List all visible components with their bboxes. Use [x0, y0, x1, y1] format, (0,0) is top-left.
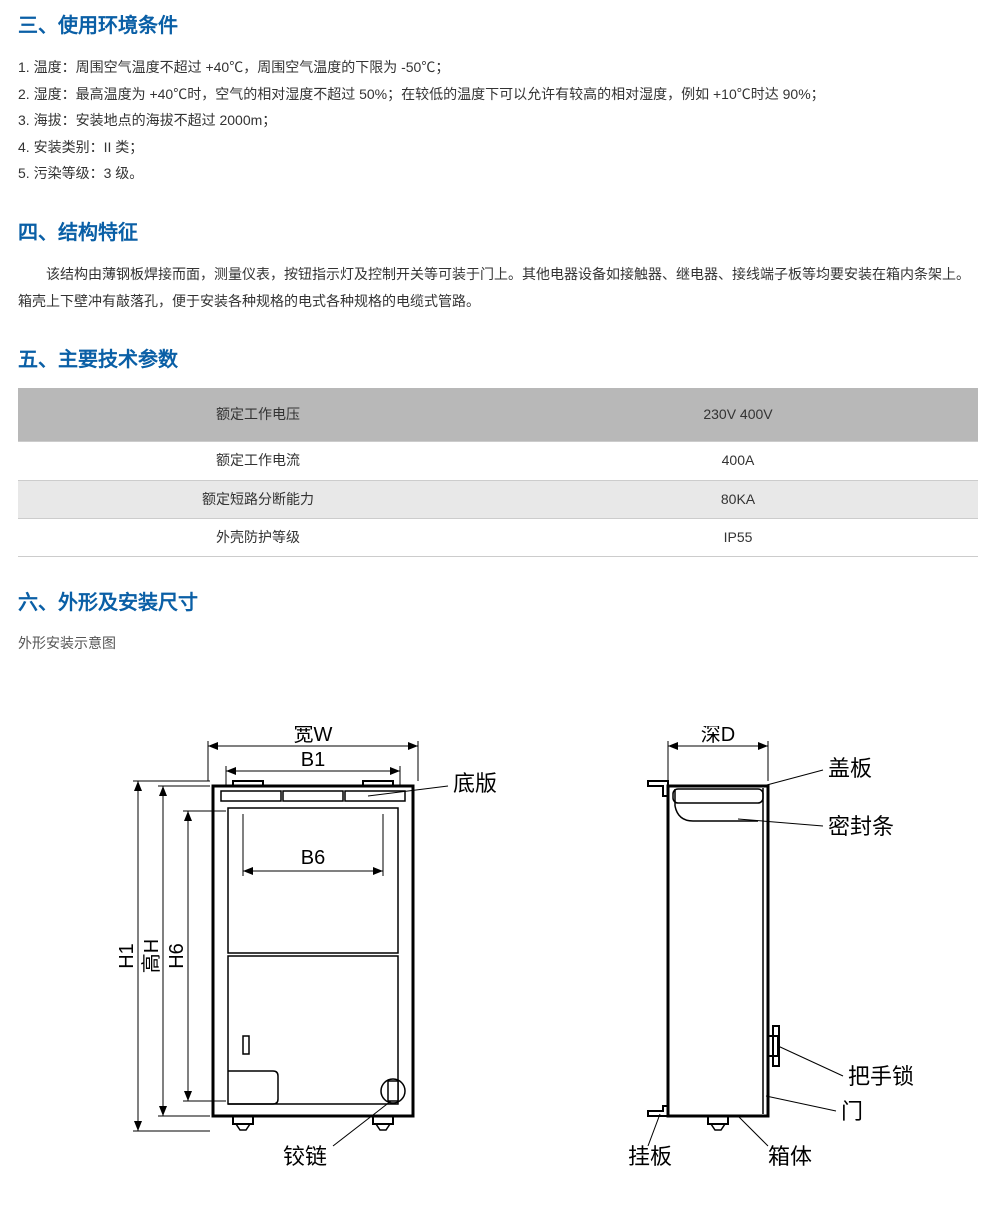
section3-title: 三、使用环境条件 [18, 8, 978, 44]
spec-label: 额定工作电压 [18, 388, 498, 442]
side-view-diagram: 深D 盖板 密封条 [618, 726, 978, 1176]
spec-value: 80KA [498, 480, 978, 518]
env-item-4: 4. 安装类别：II 类； [18, 134, 978, 161]
env-item-3: 3. 海拔：安装地点的海拔不超过 2000m； [18, 107, 978, 134]
spec-value: 400A [498, 442, 978, 480]
section-environment: 三、使用环境条件 1. 温度：周围空气温度不超过 +40℃，周围空气温度的下限为… [18, 8, 978, 187]
label-depth-d: 深D [701, 726, 735, 746]
section-structure: 四、结构特征 该结构由薄钢板焊接而面，测量仪表，按钮指示灯及控制开关等可装于门上… [18, 215, 978, 314]
section6-title: 六、外形及安装尺寸 [18, 585, 978, 621]
label-b6: B6 [301, 847, 325, 869]
spec-label: 外壳防护等级 [18, 518, 498, 556]
label-h1: H1 [118, 943, 138, 969]
label-hanging-plate: 挂板 [628, 1144, 672, 1169]
label-box-body: 箱体 [768, 1144, 812, 1169]
label-cover: 盖板 [828, 756, 872, 781]
spec-label: 额定工作电流 [18, 442, 498, 480]
diagram-area: 宽W B1 B6 [18, 726, 978, 1176]
label-height-h: 高H [140, 939, 163, 973]
label-b1: B1 [301, 749, 325, 771]
label-door: 门 [841, 1099, 863, 1124]
section6-subtitle: 外形安装示意图 [18, 631, 978, 656]
table-row: 额定工作电流 400A [18, 442, 978, 480]
spec-value: 230V 400V [498, 388, 978, 442]
front-view-diagram: 宽W B1 B6 [118, 726, 518, 1176]
label-width-w: 宽W [294, 726, 333, 746]
spec-table: 额定工作电压 230V 400V 额定工作电流 400A 额定短路分断能力 80… [18, 388, 978, 557]
table-row: 额定工作电压 230V 400V [18, 388, 978, 442]
spec-label: 额定短路分断能力 [18, 480, 498, 518]
section-specs: 五、主要技术参数 额定工作电压 230V 400V 额定工作电流 400A 额定… [18, 342, 978, 557]
env-item-2: 2. 湿度：最高温度为 +40℃时，空气的相对湿度不超过 50%；在较低的温度下… [18, 81, 978, 108]
env-item-1: 1. 温度：周围空气温度不超过 +40℃，周围空气温度的下限为 -50℃； [18, 54, 978, 81]
label-handle-lock: 把手锁 [848, 1064, 914, 1089]
table-row: 外壳防护等级 IP55 [18, 518, 978, 556]
section-dimensions: 六、外形及安装尺寸 外形安装示意图 宽W B1 [18, 585, 978, 1176]
table-row: 额定短路分断能力 80KA [18, 480, 978, 518]
label-h6: H6 [166, 943, 188, 969]
env-item-5: 5. 污染等级：3 级。 [18, 160, 978, 187]
section4-title: 四、结构特征 [18, 215, 978, 251]
structure-paragraph: 该结构由薄钢板焊接而面，测量仪表，按钮指示灯及控制开关等可装于门上。其他电器设备… [18, 261, 978, 314]
label-seal: 密封条 [828, 814, 894, 839]
spec-value: IP55 [498, 518, 978, 556]
section5-title: 五、主要技术参数 [18, 342, 978, 378]
label-bottom-plate: 底版 [453, 771, 497, 796]
label-hinge: 铰链 [283, 1144, 327, 1169]
